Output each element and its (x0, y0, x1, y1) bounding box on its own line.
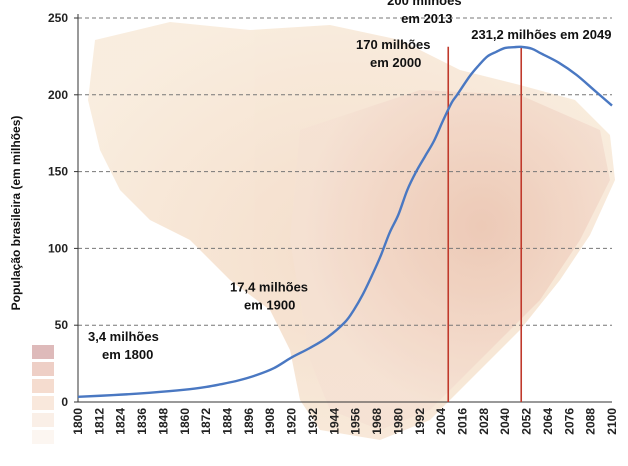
population-series-line (77, 45, 613, 398)
annotation-label: em 2000 (370, 55, 421, 70)
annotation-label: 17,4 milhões (230, 279, 308, 294)
x-tick-label: 2100 (605, 408, 619, 435)
y-tick-label: 100 (48, 241, 68, 255)
x-tick-label: 2004 (434, 408, 448, 435)
y-axis-label: População brasileira (em milhões) (9, 116, 23, 311)
x-tick-label: 1812 (92, 408, 106, 435)
y-tick-label: 0 (61, 395, 68, 409)
axes (77, 14, 612, 403)
x-tick-label: 1848 (156, 408, 170, 435)
x-tick-label: 1896 (242, 408, 256, 435)
background-map (32, 22, 615, 444)
annotation-label: em 1900 (244, 297, 295, 312)
x-tick-label: 2064 (541, 408, 555, 435)
x-tick-label: 1944 (327, 408, 341, 435)
annotation-label: 3,4 milhões (88, 329, 159, 344)
annotations: 3,4 milhões em 1800 17,4 milhões em 1900 170… (88, 0, 611, 362)
x-tick-label: 1956 (349, 408, 363, 435)
x-tick-label: 1932 (306, 408, 320, 435)
y-tick-label: 150 (48, 165, 68, 179)
annotation-label: 170 milhões (356, 37, 430, 52)
x-tick-label: 1908 (263, 408, 277, 435)
annotation-label: 200 milhões (387, 0, 461, 8)
x-tick-label: 2040 (498, 408, 512, 435)
series-layer (77, 45, 613, 398)
x-tick-label: 1968 (370, 408, 384, 435)
tick-labels: 0 50 100 150 200 250 1800 1812 1824 1836 1848 1860 1… (48, 11, 619, 435)
x-tick-label: 1800 (71, 408, 85, 435)
x-tick-label: 2088 (584, 408, 598, 435)
y-tick-label: 200 (48, 88, 68, 102)
x-tick-label: 1920 (285, 408, 299, 435)
x-tick-label: 2028 (477, 408, 491, 435)
x-tick-label: 1980 (391, 408, 405, 435)
x-tick-label: 1992 (413, 408, 427, 435)
x-tick-label: 2052 (520, 408, 534, 435)
y-tick-label: 50 (55, 318, 69, 332)
x-tick-label: 2076 (562, 408, 576, 435)
x-tick-label: 1824 (114, 408, 128, 435)
x-tick-label: 1836 (135, 408, 149, 435)
annotation-label: em 2013 (401, 11, 452, 26)
x-tick-label: 1884 (221, 408, 235, 435)
reference-lines (447, 46, 523, 402)
annotation-label: em 1800 (102, 347, 153, 362)
y-tick-label: 250 (48, 11, 68, 25)
grid-lines (78, 17, 612, 326)
x-tick-label: 1860 (178, 408, 192, 435)
annotation-label: 231,2 milhões em 2049 (471, 27, 611, 42)
map-legend (32, 345, 54, 444)
x-tick-label: 1872 (199, 408, 213, 435)
x-tick-label: 2016 (455, 408, 469, 435)
